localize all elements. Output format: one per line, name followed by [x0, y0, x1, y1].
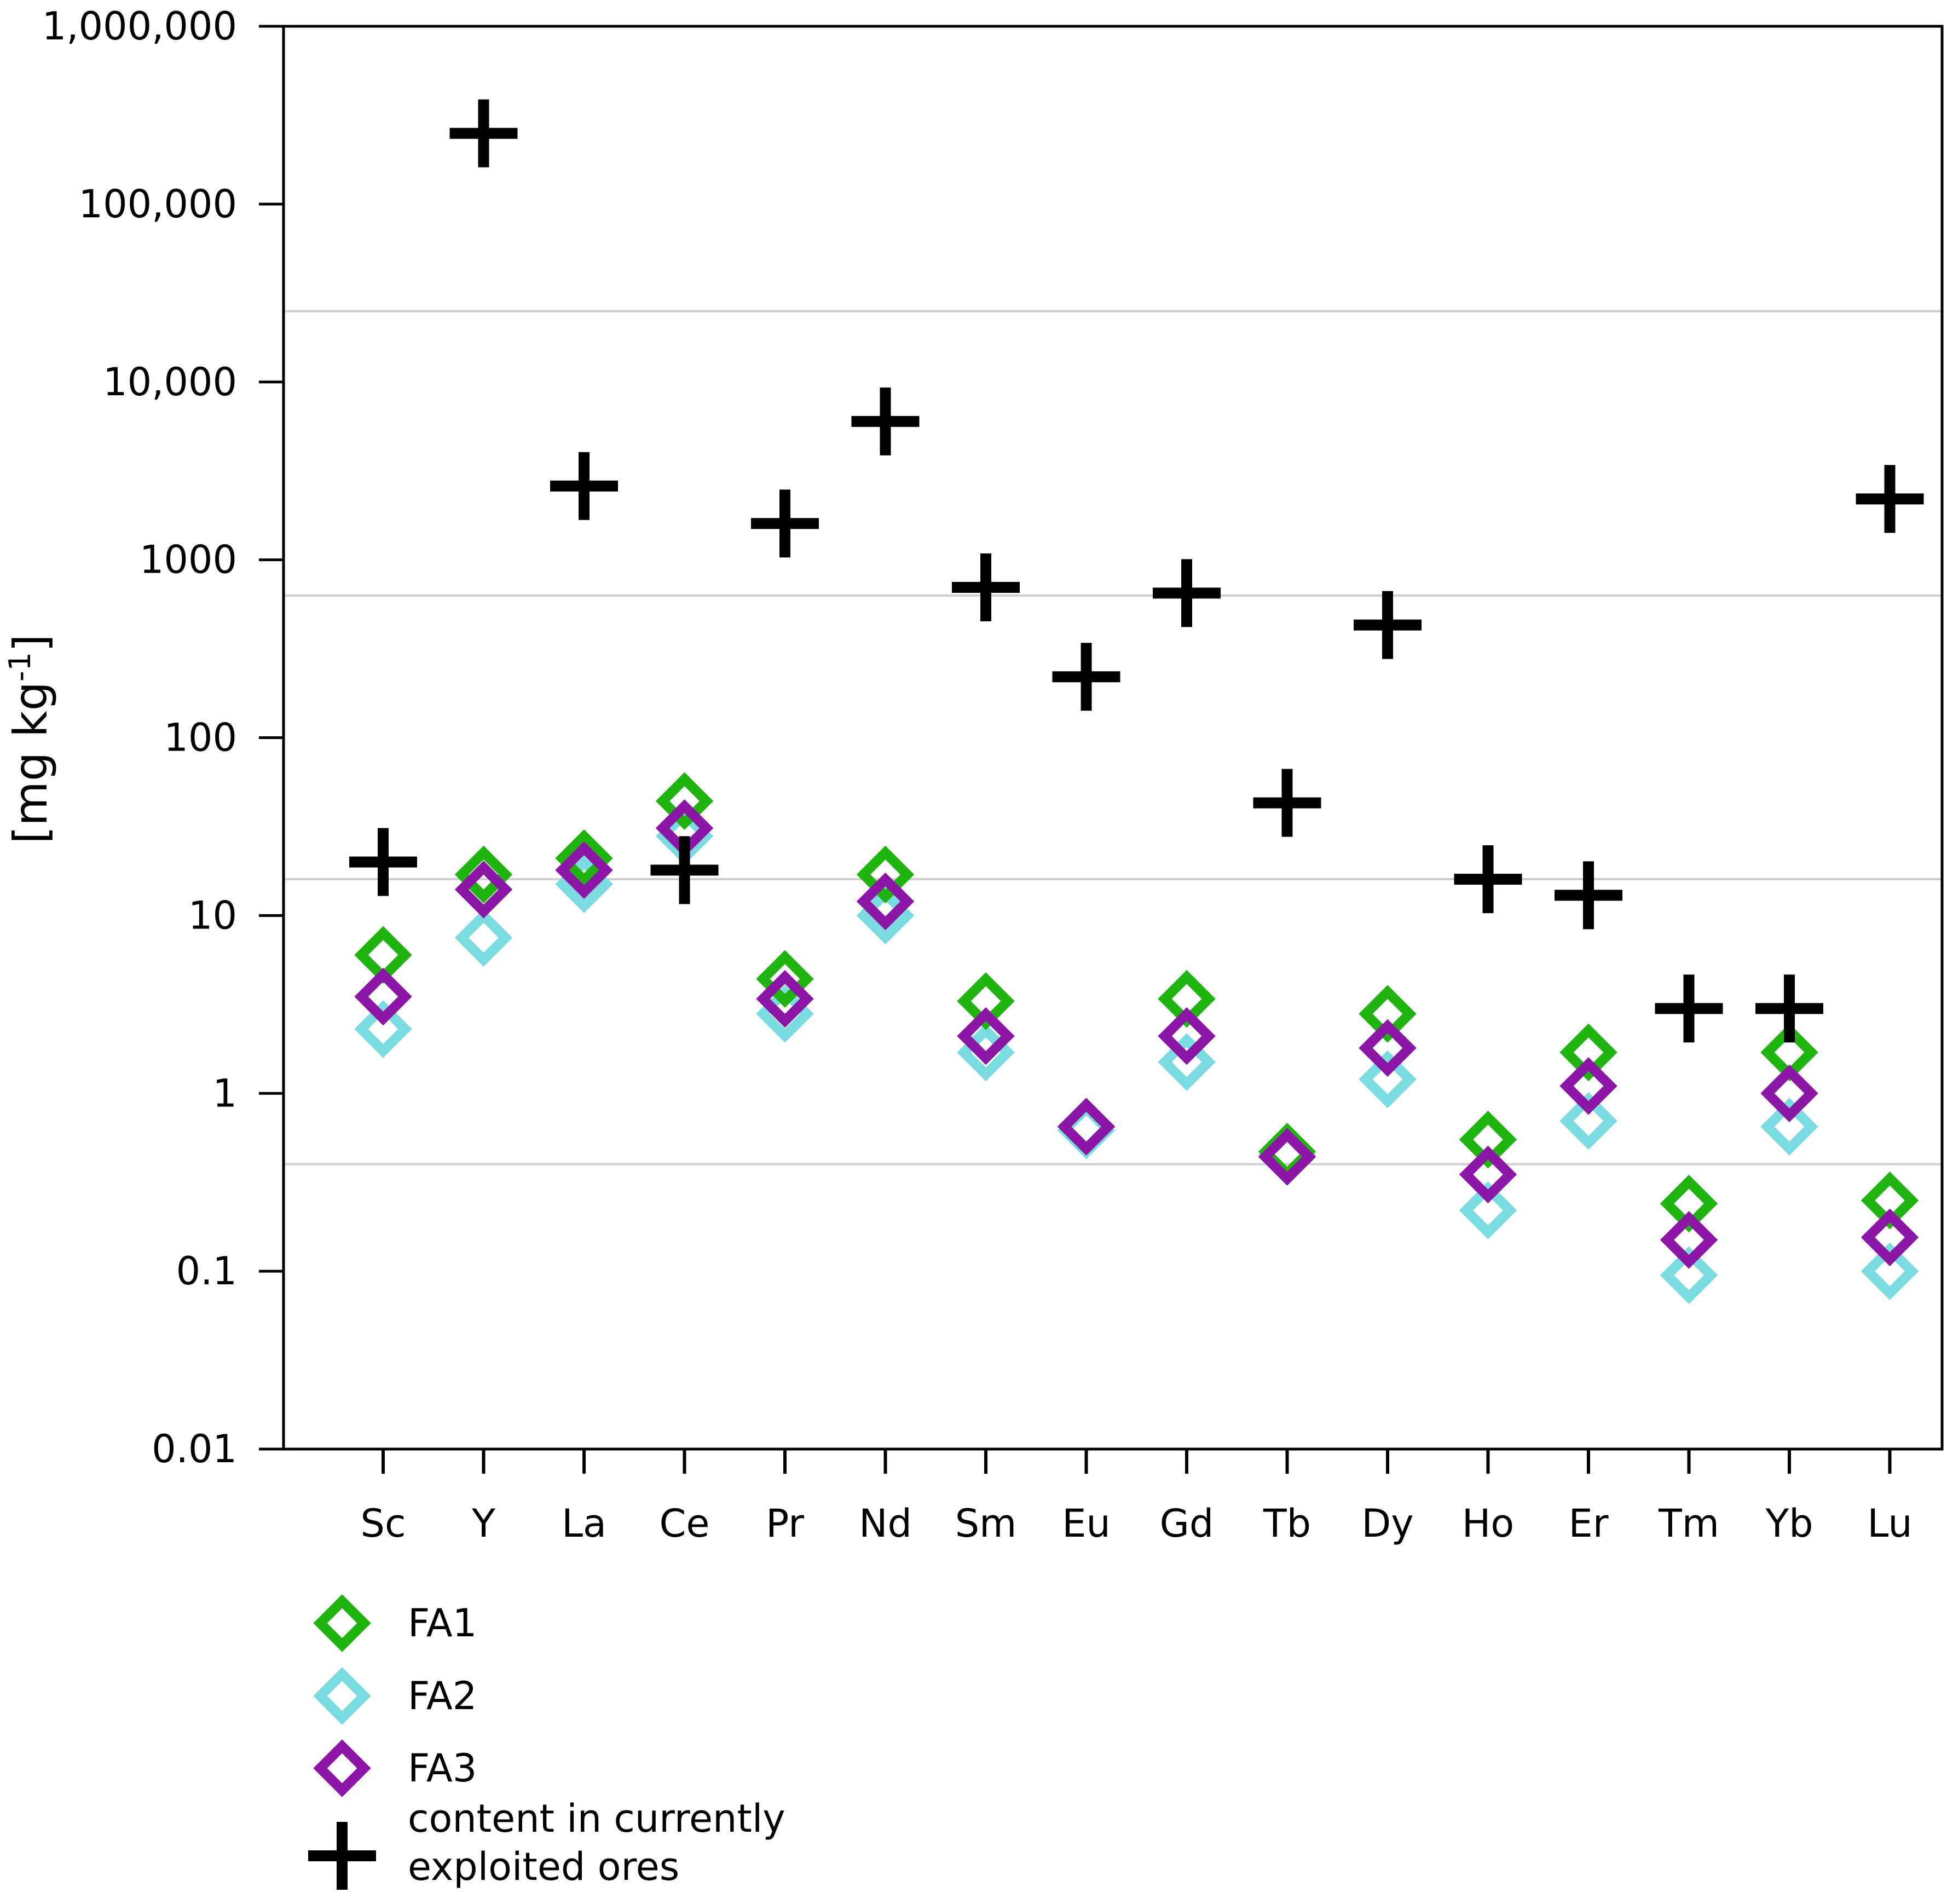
point-fa2-Tm [1660, 1246, 1718, 1305]
point-content-in-currently-exploited-ores-Tb [1253, 769, 1321, 837]
point-fa1-Y [454, 845, 513, 904]
point-content-in-currently-exploited-ores-Nd [851, 387, 920, 455]
point-fa3-Nd [856, 872, 915, 931]
y-tick-label-5: 1000 [140, 538, 237, 582]
x-tick-label-Sc: Sc [361, 1501, 406, 1546]
x-tick-label-Pr: Pr [766, 1501, 804, 1546]
point-fa2-Lu [1861, 1242, 1919, 1300]
point-content-in-currently-exploited-ores-Sc [349, 828, 417, 896]
point-content-in-currently-exploited-ores-Pr [751, 489, 819, 558]
point-fa2-Gd [1158, 1033, 1216, 1091]
y-axis: 0.01 0.1 1 10 100 1000 10,000 100,000 1,000,000 [42, 4, 284, 1472]
point-fa3-Y [454, 861, 513, 919]
point-content-in-currently-exploited-ores-Sm [952, 553, 1020, 621]
point-fa1-Ce [655, 772, 714, 830]
point-fa3-Yb [1760, 1064, 1818, 1122]
point-content-in-currently-exploited-ores-Yb [1755, 974, 1823, 1043]
legend-item-fa3: FA3 [313, 1739, 477, 1797]
x-axis: Sc Y La Ce Pr Nd Sm Eu Gd Tb Dy Ho Er Tm Yb Lu [361, 1449, 1913, 1546]
y-tick-label-7: 100,000 [79, 182, 237, 227]
point-content-in-currently-exploited-ores-Gd [1153, 559, 1221, 627]
series-content-in-currently-exploited-ores [349, 99, 1924, 1043]
point-content-in-currently-exploited-ores-Lu [1856, 465, 1924, 533]
point-fa2-Y [454, 909, 513, 967]
legend-item-fa2-label: FA2 [408, 1674, 477, 1718]
point-fa1-Tm [1660, 1174, 1718, 1233]
legend-item-fa2-marker [313, 1667, 371, 1725]
point-fa3-Er [1559, 1057, 1617, 1115]
point-fa3-Dy [1359, 1019, 1417, 1077]
x-tick-label-Tb: Tb [1263, 1501, 1311, 1546]
legend-item-fa3-marker [313, 1739, 371, 1797]
point-fa3-Tb [1258, 1128, 1316, 1186]
gridlines [284, 310, 1942, 1166]
x-tick-label-Nd: Nd [859, 1501, 912, 1546]
point-fa3-Ho [1459, 1145, 1517, 1204]
legend-item-fa2: FA2 [313, 1667, 477, 1725]
point-fa1-Pr [756, 950, 814, 1008]
point-fa3-Eu [1057, 1098, 1116, 1156]
point-fa1-Er [1559, 1023, 1617, 1082]
x-tick-label-Tm: Tm [1658, 1501, 1719, 1546]
legend-item-fa1-label: FA1 [408, 1601, 477, 1646]
x-tick-label-Ho: Ho [1462, 1501, 1514, 1546]
point-content-in-currently-exploited-ores-Dy [1354, 591, 1422, 659]
y-tick-label-6: 10,000 [103, 360, 237, 405]
point-content-in-currently-exploited-ores-Y [449, 99, 518, 168]
point-fa1-Sm [957, 972, 1015, 1030]
series-fa1 [354, 772, 1919, 1233]
y-tick-label-1: 0.1 [176, 1249, 237, 1294]
legend-item-fa1-marker [313, 1594, 371, 1652]
legend-item-content-in-currently-exploited-ores-label-line-1: exploited ores [408, 1844, 679, 1889]
point-content-in-currently-exploited-ores-Ce [650, 836, 719, 904]
legend-item-content-in-currently-exploited-ores-label-line-0: content in currently [408, 1796, 785, 1841]
x-tick-label-Gd: Gd [1160, 1501, 1214, 1546]
y-tick-label-4: 100 [164, 716, 237, 760]
x-tick-label-Y: Y [471, 1501, 495, 1546]
x-tick-label-Sm: Sm [955, 1501, 1017, 1546]
x-tick-label-Ce: Ce [660, 1501, 710, 1546]
point-fa1-Dy [1359, 985, 1417, 1043]
point-fa3-Sm [957, 1007, 1015, 1065]
y-tick-label-8: 1,000,000 [42, 4, 237, 49]
point-fa2-Sc [354, 1000, 412, 1058]
y-tick-label-0: 0.01 [152, 1427, 237, 1472]
legend-item-content-in-currently-exploited-ores-marker [308, 1822, 376, 1890]
point-fa3-Pr [756, 970, 814, 1028]
plot-frame [282, 25, 1944, 1451]
x-tick-label-La: La [562, 1501, 606, 1546]
x-tick-label-Eu: Eu [1062, 1501, 1111, 1546]
x-tick-label-Lu: Lu [1867, 1501, 1912, 1546]
x-tick-label-Yb: Yb [1765, 1501, 1813, 1546]
x-tick-label-Dy: Dy [1361, 1501, 1413, 1546]
point-content-in-currently-exploited-ores-La [550, 452, 618, 520]
point-fa3-Sc [354, 967, 412, 1026]
point-fa2-Dy [1359, 1050, 1417, 1109]
x-tick-label-Er: Er [1568, 1501, 1608, 1546]
point-content-in-currently-exploited-ores-Ho [1454, 845, 1522, 914]
point-fa2-Er [1559, 1092, 1617, 1150]
y-tick-label-3: 10 [188, 893, 237, 938]
point-fa1-La [555, 829, 613, 887]
legend-item-fa3-label: FA3 [408, 1746, 477, 1791]
series-fa3 [354, 799, 1919, 1269]
point-fa3-La [555, 841, 613, 899]
point-fa3-Tm [1660, 1211, 1718, 1269]
point-fa2-Yb [1760, 1098, 1818, 1156]
data-marks [349, 99, 1924, 1305]
point-fa1-Ho [1459, 1110, 1517, 1169]
point-content-in-currently-exploited-ores-Tm [1655, 974, 1723, 1043]
legend-item-fa1: FA1 [313, 1594, 477, 1652]
point-content-in-currently-exploited-ores-Er [1555, 861, 1622, 930]
point-fa1-Nd [856, 845, 915, 904]
point-fa3-Lu [1861, 1208, 1919, 1267]
y-axis-label: [mg kg-1] [3, 634, 57, 844]
y-tick-label-2: 1 [212, 1071, 237, 1116]
point-content-in-currently-exploited-ores-Eu [1052, 643, 1120, 711]
point-fa2-Ho [1459, 1181, 1517, 1239]
point-fa3-Gd [1158, 1007, 1216, 1065]
